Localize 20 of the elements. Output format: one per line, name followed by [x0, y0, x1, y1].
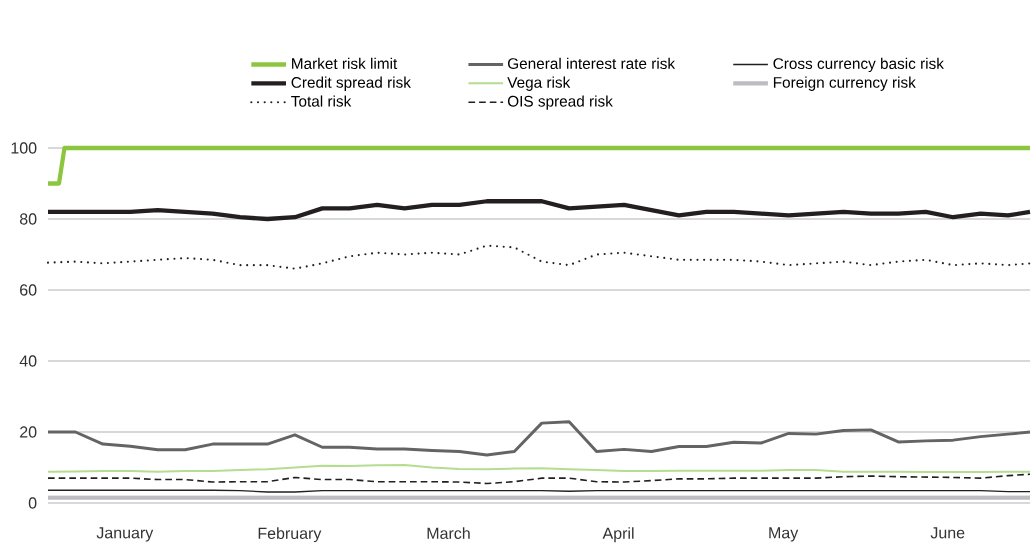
y-tick-label: 60 [20, 284, 37, 296]
x-tick-label: February [258, 527, 322, 543]
legend-label: Foreign currency risk [773, 76, 916, 91]
y-tick-label: 100 [11, 142, 37, 154]
legend-label: Cross currency basic risk [773, 57, 944, 73]
y-tick-label: 20 [20, 426, 37, 438]
legend-label: General interest rate risk [508, 57, 676, 70]
y-tick-label: 40 [19, 355, 37, 367]
y-tick-label: 0 [28, 497, 37, 509]
x-tick-label: April [602, 527, 634, 543]
x-tick-label: June [930, 527, 965, 539]
legend-label: Market risk limit [292, 57, 398, 70]
y-tick-label: 80 [19, 213, 37, 225]
x-tick-label: March [427, 527, 470, 540]
legend-label: Credit spread risk [291, 76, 411, 91]
legend-label: Vega risk [507, 76, 571, 91]
x-tick-label: May [769, 527, 799, 542]
x-tick-label: January [96, 527, 154, 542]
legend-label: Total risk [291, 95, 352, 107]
legend-label: OIS spread risk [507, 95, 613, 110]
